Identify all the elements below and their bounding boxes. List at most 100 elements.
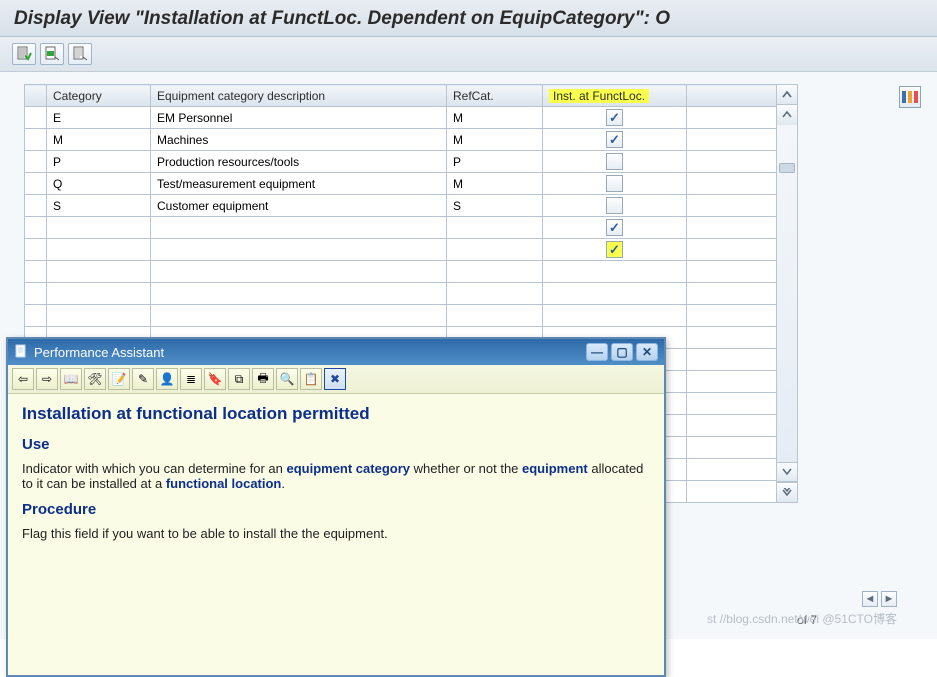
tools-icon[interactable]: 🛠	[84, 368, 106, 390]
cell-category[interactable]	[47, 217, 151, 239]
cell-refcat[interactable]: M	[447, 129, 543, 151]
paste-icon[interactable]: 📋	[300, 368, 322, 390]
cell-description[interactable]	[151, 239, 447, 261]
cell-category[interactable]: M	[47, 129, 151, 151]
performance-assistant-window: Performance Assistant — ▢ ✕ ⇦⇨📖🛠📝✎👤≣🔖⧉🖶🔍…	[6, 337, 666, 677]
watermark-text: st //blog.csdn.net/wei @51CTO博客	[707, 610, 897, 627]
inst-checkbox[interactable]	[606, 131, 623, 148]
link-functional-location[interactable]: functional location	[166, 476, 282, 491]
row-selector[interactable]	[25, 195, 47, 217]
scroll-left-button[interactable]: ◄	[862, 591, 878, 607]
cell-category[interactable]: Q	[47, 173, 151, 195]
table-row[interactable]: MMachinesM	[25, 129, 777, 151]
inst-checkbox[interactable]	[606, 109, 623, 126]
cell-refcat[interactable]: P	[447, 151, 543, 173]
table-row[interactable]	[25, 239, 777, 261]
link-equip-category[interactable]: equipment category	[286, 461, 410, 476]
cell-refcat[interactable]: S	[447, 195, 543, 217]
pa-heading: Installation at functional location perm…	[22, 404, 650, 424]
cell-refcat[interactable]	[447, 217, 543, 239]
table-row-empty	[25, 305, 777, 327]
col-category-header[interactable]: Category	[47, 85, 151, 107]
pa-body: Installation at functional location perm…	[8, 394, 664, 551]
cell-category[interactable]: E	[47, 107, 151, 129]
cell-category[interactable]	[47, 239, 151, 261]
row-selector[interactable]	[25, 239, 47, 261]
pencil-icon[interactable]: ✎	[132, 368, 154, 390]
scroll-top-button[interactable]	[777, 85, 797, 105]
close-box-icon[interactable]: ✖	[324, 368, 346, 390]
inst-checkbox[interactable]	[606, 219, 623, 236]
table-row[interactable]: PProduction resources/toolsP	[25, 151, 777, 173]
pa-titlebar[interactable]: Performance Assistant — ▢ ✕	[8, 339, 664, 365]
cell-description[interactable]: EM Personnel	[151, 107, 447, 129]
view-header: Display View "Installation at FunctLoc. …	[0, 0, 937, 37]
cell-inst[interactable]	[543, 107, 687, 129]
scroll-up-button[interactable]	[777, 105, 797, 125]
note-edit-icon[interactable]: 📝	[108, 368, 130, 390]
link-equipment[interactable]: equipment	[522, 461, 588, 476]
row-selector[interactable]	[25, 173, 47, 195]
cell-trailing	[687, 239, 777, 261]
close-button[interactable]: ✕	[636, 343, 658, 361]
inst-checkbox[interactable]	[606, 153, 623, 170]
list-icon[interactable]: ≣	[180, 368, 202, 390]
cell-description[interactable]: Test/measurement equipment	[151, 173, 447, 195]
doc-icon	[14, 344, 28, 361]
row-selector[interactable]	[25, 129, 47, 151]
cell-refcat[interactable]	[447, 239, 543, 261]
table-row[interactable]: E EM PersonnelM	[25, 107, 777, 129]
row-selector[interactable]	[25, 107, 47, 129]
cell-inst[interactable]	[543, 151, 687, 173]
cell-description[interactable]: Machines	[151, 129, 447, 151]
cell-inst[interactable]	[543, 173, 687, 195]
minimize-button[interactable]: —	[586, 343, 608, 361]
cell-description[interactable]	[151, 217, 447, 239]
inst-checkbox[interactable]	[606, 175, 623, 192]
table-row[interactable]: QTest/measurement equipmentM	[25, 173, 777, 195]
print-icon[interactable]: 🖶	[252, 368, 274, 390]
cell-refcat[interactable]: M	[447, 173, 543, 195]
pa-toolbar: ⇦⇨📖🛠📝✎👤≣🔖⧉🖶🔍📋✖	[8, 365, 664, 394]
cell-description[interactable]: Production resources/tools	[151, 151, 447, 173]
cell-refcat[interactable]: M	[447, 107, 543, 129]
scroll-down-button[interactable]	[777, 462, 797, 482]
deselect-button[interactable]	[68, 43, 92, 65]
cell-inst[interactable]	[543, 195, 687, 217]
cell-category[interactable]: P	[47, 151, 151, 173]
forward-icon[interactable]: ⇨	[36, 368, 58, 390]
person-icon[interactable]: 👤	[156, 368, 178, 390]
cell-inst[interactable]	[543, 129, 687, 151]
cell-description[interactable]: Customer equipment	[151, 195, 447, 217]
cell-category[interactable]: S	[47, 195, 151, 217]
book-icon[interactable]: 📖	[60, 368, 82, 390]
back-icon[interactable]: ⇦	[12, 368, 34, 390]
select-all-button[interactable]	[12, 43, 36, 65]
pa-use-heading: Use	[22, 436, 650, 453]
bookmark-icon[interactable]: 🔖	[204, 368, 226, 390]
col-inst-header[interactable]: Inst. at FunctLoc.	[543, 85, 687, 107]
view-title: Display View "Installation at FunctLoc. …	[14, 8, 923, 30]
scroll-bottom-button[interactable]	[777, 482, 797, 502]
scroll-right-button[interactable]: ►	[881, 591, 897, 607]
column-config-button[interactable]	[899, 86, 921, 108]
row-selector[interactable]	[25, 217, 47, 239]
inst-checkbox[interactable]	[606, 197, 623, 214]
col-description-header[interactable]: Equipment category description	[151, 85, 447, 107]
table-row-empty	[25, 283, 777, 305]
binoculars-icon[interactable]: 🔍	[276, 368, 298, 390]
col-select-header[interactable]	[25, 85, 47, 107]
scroll-handle[interactable]	[779, 163, 795, 173]
maximize-button[interactable]: ▢	[611, 343, 633, 361]
copy-icon[interactable]: ⧉	[228, 368, 250, 390]
vertical-scrollbar[interactable]	[776, 84, 798, 503]
select-block-button[interactable]	[40, 43, 64, 65]
row-selector[interactable]	[25, 151, 47, 173]
table-row[interactable]	[25, 217, 777, 239]
cell-inst[interactable]	[543, 217, 687, 239]
table-row[interactable]: SCustomer equipmentS	[25, 195, 777, 217]
col-refcat-header[interactable]: RefCat.	[447, 85, 543, 107]
cell-inst[interactable]	[543, 239, 687, 261]
horizontal-scroll: ◄ ►	[862, 591, 897, 607]
inst-checkbox[interactable]	[606, 241, 623, 258]
